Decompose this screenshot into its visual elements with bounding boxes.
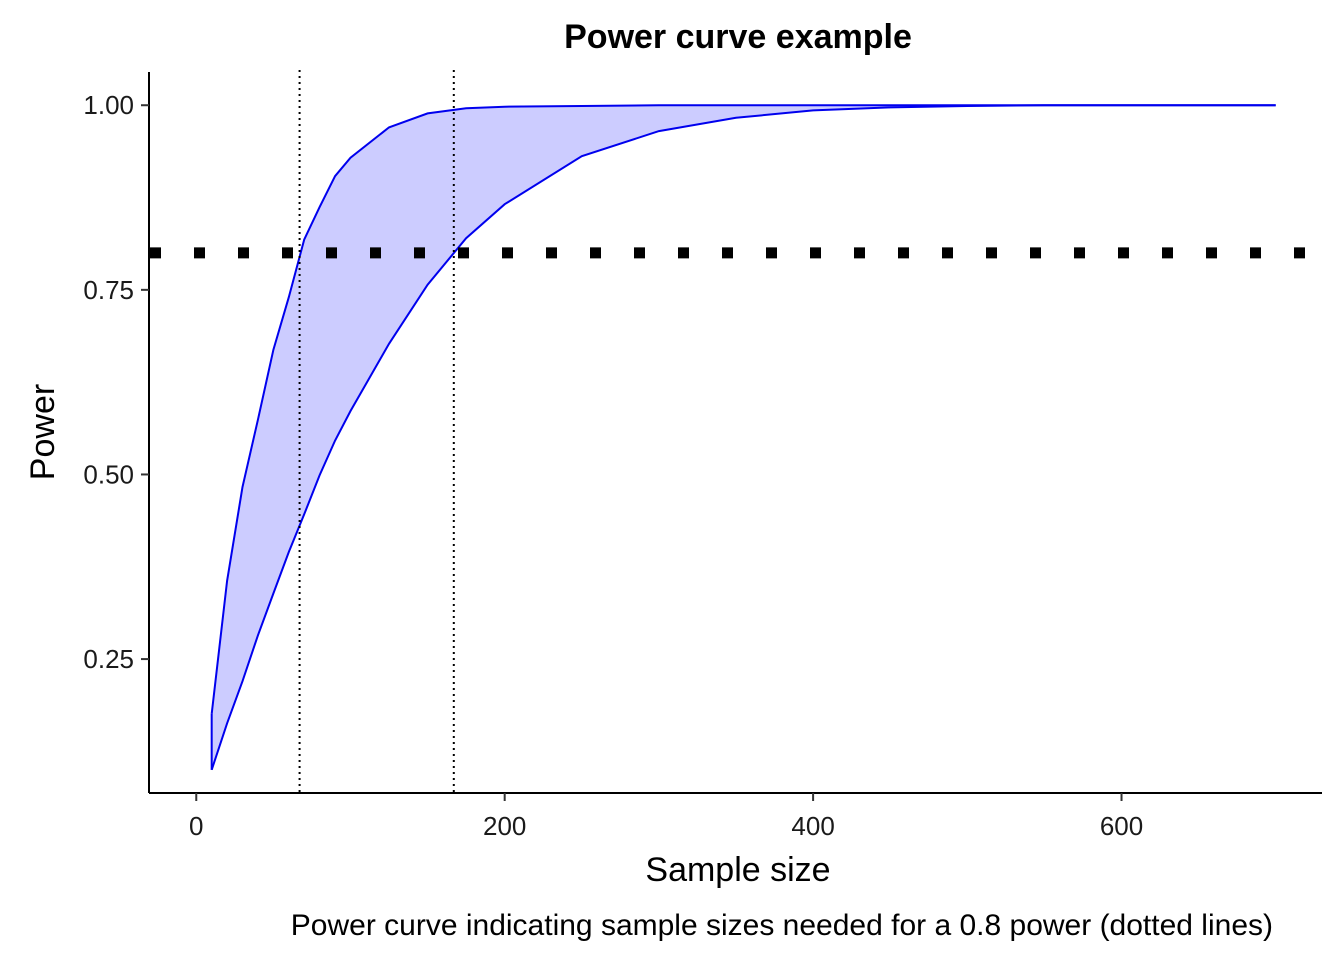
x-tick-label-200: 200 xyxy=(483,811,526,841)
x-axis-ticks: 0 200 400 600 xyxy=(189,793,1143,841)
y-tick-label-0.25: 0.25 xyxy=(83,644,134,674)
power-band-area xyxy=(211,105,1276,770)
y-tick-label-1: 1.00 xyxy=(83,90,134,120)
chart-title: Power curve example xyxy=(564,18,912,56)
y-axis-title: Power xyxy=(24,384,62,480)
y-tick-label-0.5: 0.50 xyxy=(83,459,134,489)
chart-caption: Power curve indicating sample sizes need… xyxy=(291,909,1273,942)
x-axis-title: Sample size xyxy=(645,851,830,889)
y-axis-ticks: 0.25 0.50 0.75 1.00 xyxy=(83,90,149,674)
x-tick-label-600: 600 xyxy=(1100,811,1143,841)
y-tick-label-0.75: 0.75 xyxy=(83,275,134,305)
x-tick-label-400: 400 xyxy=(791,811,834,841)
lower-power-curve xyxy=(210,104,1276,771)
x-tick-label-0: 0 xyxy=(189,811,203,841)
plot-area xyxy=(150,70,1322,792)
